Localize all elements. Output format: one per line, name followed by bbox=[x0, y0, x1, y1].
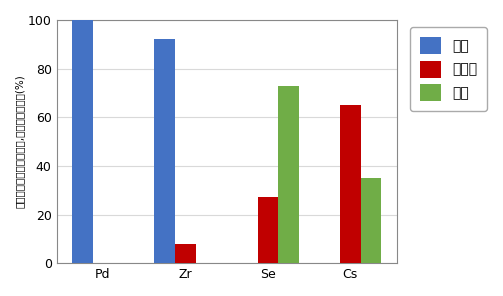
Bar bbox=[340, 105, 361, 263]
Bar bbox=[258, 197, 278, 263]
Bar bbox=[278, 86, 299, 263]
Bar bbox=[154, 39, 175, 263]
Legend: 固体, 溶融塩, 気体: 固体, 溶融塩, 気体 bbox=[410, 27, 487, 111]
Bar bbox=[361, 178, 381, 263]
Y-axis label: 固体への残存率、溶融塩,気体への移行率(%): 固体への残存率、溶融塩,気体への移行率(%) bbox=[15, 75, 25, 208]
Bar bbox=[72, 20, 93, 263]
Bar bbox=[175, 244, 196, 263]
